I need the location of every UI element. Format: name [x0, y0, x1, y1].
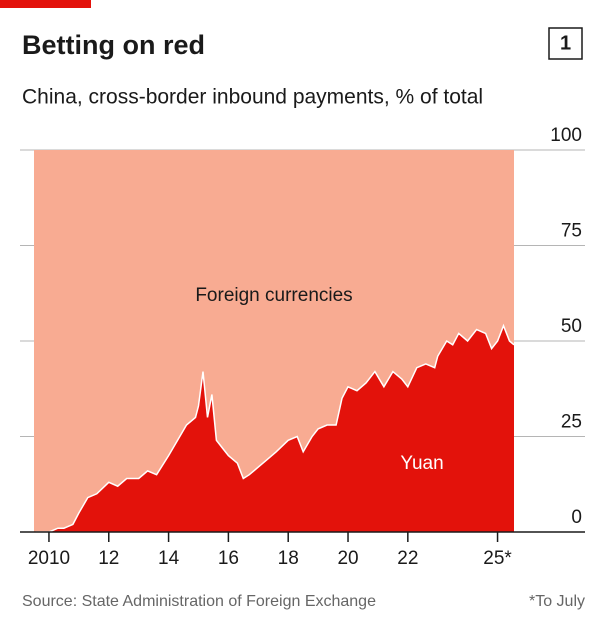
- chart-subtitle: China, cross-border inbound payments, % …: [22, 86, 483, 109]
- footnote: *To July: [529, 593, 585, 610]
- x-tick-label: 2010: [28, 548, 70, 569]
- chart-number-box: [548, 27, 583, 60]
- x-tick-label: 16: [218, 548, 239, 569]
- x-tick-label: 14: [158, 548, 180, 569]
- source: Source: State Administration of Foreign …: [22, 593, 376, 610]
- plot: 0 25 50 75 100 Yuan Foreign currencies 2010 12 14…: [20, 125, 585, 569]
- y-tick-label: 0: [571, 507, 582, 528]
- x-tick-label: 22: [397, 548, 418, 569]
- chart-title: Betting on red: [22, 30, 205, 60]
- brand-bar: [0, 0, 91, 8]
- chart-number: 1: [560, 32, 571, 54]
- x-tick-label: 20: [337, 548, 358, 569]
- y-tick-label: 50: [561, 316, 582, 337]
- y-tick-label: 75: [561, 221, 582, 242]
- x-tick-label: 25*: [483, 548, 512, 569]
- y-tick-label: 25: [561, 412, 582, 433]
- area-label: Foreign currencies: [195, 285, 352, 306]
- area-edge: [35, 323, 515, 533]
- x-tick-label: 12: [98, 548, 119, 569]
- y-tick-label: 100: [550, 125, 582, 146]
- x-tick-label: 18: [278, 548, 299, 569]
- series-label: Yuan: [400, 453, 443, 474]
- area: [35, 325, 514, 532]
